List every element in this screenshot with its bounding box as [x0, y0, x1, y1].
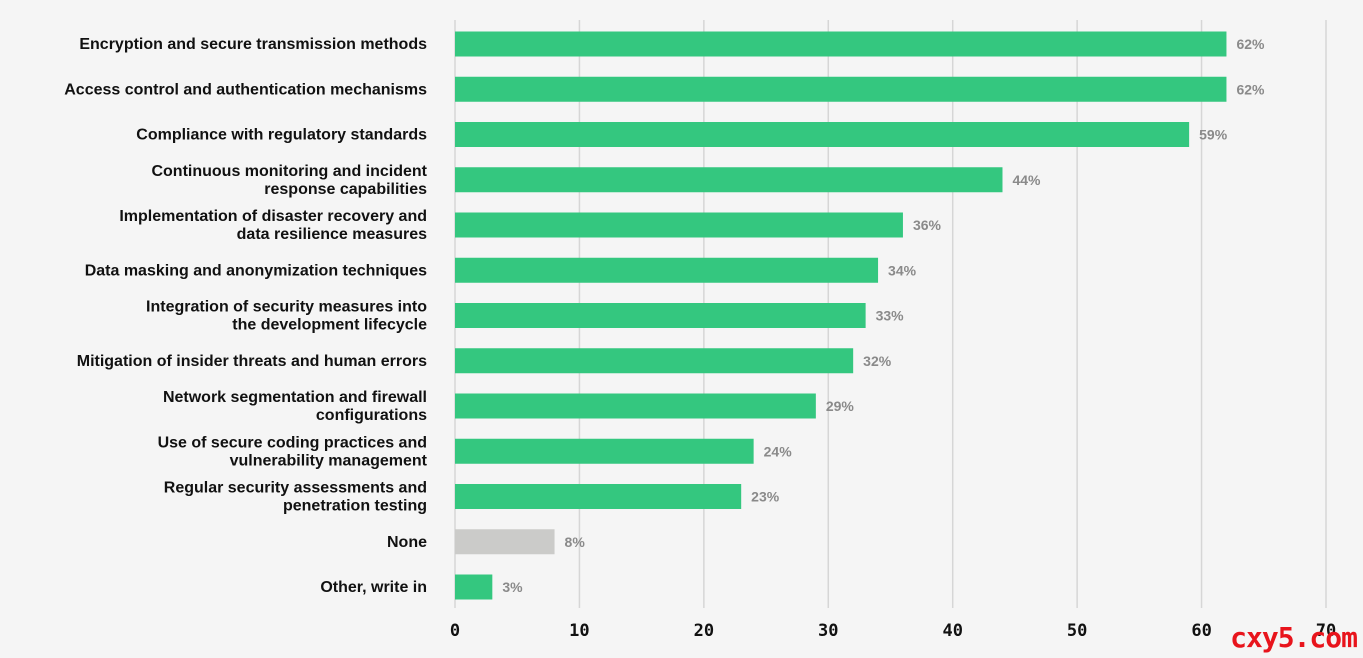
bar: [455, 303, 866, 328]
category-label-line: Continuous monitoring and incident: [151, 163, 427, 180]
category-label-line: Encryption and secure transmission metho…: [79, 36, 427, 53]
category-label: Encryption and secure transmission metho…: [79, 36, 427, 53]
value-label: 44%: [1012, 172, 1041, 188]
category-label-line: Implementation of disaster recovery and: [119, 208, 427, 225]
value-label: 3%: [502, 579, 523, 595]
category-label: Mitigation of insider threats and human …: [77, 353, 427, 370]
watermark: cxy5.com: [1230, 621, 1358, 654]
bar: [455, 76, 1227, 102]
x-tick-label: 10: [569, 621, 589, 641]
category-label-line: None: [387, 534, 427, 551]
category-label-line: Integration of security measures into: [146, 299, 427, 316]
value-label: 62%: [1236, 81, 1265, 97]
value-label: 29%: [826, 398, 855, 414]
category-label-line: Other, write in: [320, 579, 427, 596]
value-label: 34%: [888, 262, 917, 278]
value-label: 23%: [751, 489, 780, 505]
x-tick-label: 50: [1067, 621, 1087, 641]
category-label-line: Network segmentation and firewall: [163, 389, 427, 406]
x-tick-label: 60: [1191, 621, 1211, 641]
category-label: Implementation of disaster recovery and d…: [119, 208, 427, 243]
bar: [455, 257, 879, 283]
value-label: 24%: [764, 443, 793, 459]
bar: [455, 348, 854, 374]
bar: [455, 122, 1190, 147]
category-label-line: penetration testing: [283, 498, 427, 515]
bar: [455, 167, 1003, 193]
category-label: Network segmentation and firewall configu…: [163, 389, 427, 424]
category-label: Regular security assessments and penetrat…: [164, 480, 427, 515]
category-label-line: configurations: [316, 407, 427, 424]
bar: [455, 484, 742, 509]
x-tick-label: 20: [694, 621, 714, 641]
category-label: Integration of security measures into the…: [146, 299, 427, 334]
value-label: 59%: [1199, 127, 1228, 143]
bar: [455, 31, 1227, 57]
bar: [455, 438, 754, 464]
value-label: 33%: [876, 308, 905, 324]
bar: [455, 529, 555, 555]
x-axis-ticks: 0 10 20 30 40 50 60 70: [450, 621, 1336, 641]
category-label-line: data resilience measures: [237, 226, 427, 243]
category-label-line: Compliance with regulatory standards: [136, 127, 427, 144]
x-tick-label: 30: [818, 621, 838, 641]
bars: [455, 31, 1227, 600]
category-label: None: [387, 534, 427, 551]
x-tick-label: 0: [450, 621, 460, 641]
x-tick-label: 40: [942, 621, 962, 641]
category-label: Use of secure coding practices and vulner…: [158, 434, 428, 469]
category-label-line: Regular security assessments and: [164, 480, 427, 497]
category-label-line: Mitigation of insider threats and human …: [77, 353, 427, 370]
category-label: Continuous monitoring and incident respon…: [151, 163, 427, 198]
category-label: Data masking and anonymization technique…: [85, 262, 427, 279]
category-label-line: Access control and authentication mechan…: [64, 81, 427, 98]
x-tick-label: 70: [1316, 621, 1336, 641]
category-label: Other, write in: [320, 579, 427, 596]
value-label: 8%: [565, 534, 586, 550]
value-labels: 62% 62% 59% 44% 36% 34% 33% 32% 29% 24% 23% 8% 3%: [502, 36, 1265, 595]
category-label-line: response capabilities: [264, 181, 427, 198]
bar: [455, 393, 816, 419]
value-label: 62%: [1236, 36, 1265, 52]
bar: [455, 574, 493, 600]
bar: [455, 212, 903, 238]
category-label: Compliance with regulatory standards: [136, 127, 427, 144]
value-label: 32%: [863, 353, 892, 369]
value-label: 36%: [913, 217, 942, 233]
category-label: Access control and authentication mechan…: [64, 81, 427, 98]
category-label-line: the development lifecycle: [232, 317, 427, 334]
category-labels: Encryption and secure transmission metho…: [64, 36, 427, 596]
category-label-line: vulnerability management: [230, 452, 428, 469]
category-label-line: Use of secure coding practices and: [158, 434, 427, 451]
category-label-line: Data masking and anonymization technique…: [85, 262, 427, 279]
